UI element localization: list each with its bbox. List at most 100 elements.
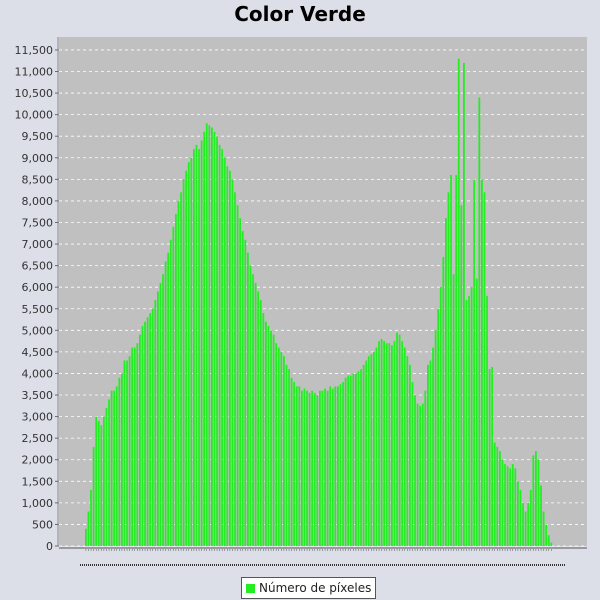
histogram-bar <box>388 343 391 546</box>
histogram-bar <box>375 347 378 546</box>
histogram-bar <box>475 278 478 546</box>
histogram-bar <box>455 175 458 546</box>
histogram-bar <box>301 390 303 546</box>
histogram-bar <box>241 231 244 547</box>
histogram-bar <box>139 334 141 546</box>
y-tick-label: 6,000 <box>22 281 54 294</box>
histogram-bar <box>182 179 185 546</box>
histogram-bar <box>385 343 388 546</box>
y-tick-label: 4,000 <box>22 367 54 380</box>
histogram-bar <box>141 326 144 546</box>
histogram-bar <box>416 403 419 546</box>
histogram-bar <box>411 382 414 546</box>
y-tick-label: 8,500 <box>22 173 54 186</box>
histogram-bar <box>378 341 380 546</box>
histogram-bar <box>365 360 368 546</box>
y-tick-label: 10,500 <box>15 87 54 100</box>
histogram-bar <box>157 291 159 546</box>
y-tick-label: 8,000 <box>22 195 54 208</box>
histogram-bar <box>450 175 452 546</box>
histogram-bar <box>177 200 180 547</box>
histogram-bar <box>159 282 162 546</box>
histogram-bar <box>344 377 347 546</box>
y-tick-label: 11,000 <box>15 66 54 79</box>
histogram-bar <box>473 179 476 546</box>
y-tick-label: 1,000 <box>22 497 54 510</box>
y-tick-label: 9,000 <box>22 152 54 165</box>
histogram-bar <box>550 542 553 546</box>
y-tick-label: 2,000 <box>22 454 54 467</box>
y-tick-label: 7,000 <box>22 238 54 251</box>
histogram-bar <box>180 192 182 547</box>
histogram-bar <box>357 371 360 546</box>
y-tick-label: 5,500 <box>22 303 54 316</box>
histogram-bar <box>481 179 483 546</box>
histogram-bar <box>419 405 422 546</box>
histogram-bar <box>164 261 167 546</box>
y-tick-label: 1,500 <box>22 475 54 488</box>
histogram-bar <box>136 343 139 546</box>
histogram-bar <box>319 390 321 546</box>
histogram-bar <box>393 341 396 546</box>
histogram-bar <box>504 464 506 546</box>
histogram-bar <box>169 239 172 547</box>
histogram-bar <box>339 384 342 546</box>
histogram-bar <box>172 226 175 547</box>
histogram-bar <box>193 149 195 546</box>
histogram-bar <box>290 377 293 546</box>
histogram-bar <box>383 341 386 546</box>
histogram-bar <box>437 308 440 546</box>
histogram-bar <box>95 416 98 546</box>
histogram-bar <box>213 131 216 546</box>
histogram-bar <box>85 528 87 546</box>
histogram-bar <box>329 386 332 546</box>
histogram-bar <box>483 192 486 547</box>
histogram-bar <box>337 386 339 546</box>
histogram-bar <box>90 489 92 546</box>
histogram-bar <box>367 356 370 546</box>
histogram-bar <box>198 149 200 546</box>
histogram-bar <box>298 386 301 546</box>
histogram-bar <box>144 321 146 546</box>
histogram-bar <box>522 502 524 546</box>
histogram-bar <box>131 347 134 546</box>
histogram-bar <box>234 192 236 547</box>
histogram-bar <box>285 364 288 546</box>
histogram-bar <box>324 388 326 546</box>
histogram-bar <box>200 140 203 546</box>
histogram-bar <box>229 170 231 546</box>
histogram-bar <box>277 347 280 546</box>
histogram-bar <box>115 386 118 546</box>
histogram-bar <box>326 390 329 546</box>
histogram-bar <box>352 373 355 546</box>
histogram-bar <box>532 455 535 546</box>
axes: 0 500 1,000 1,500 2,000 2,500 3,000 3,500 4,000 4… <box>15 37 587 566</box>
y-tick-label: 0 <box>46 540 53 553</box>
chart-title: Color Verde <box>234 2 366 26</box>
histogram-bar <box>547 535 550 546</box>
histogram-bar <box>545 524 548 546</box>
histogram-bar <box>355 373 357 546</box>
histogram-bar <box>151 308 154 546</box>
y-tick-label: 9,500 <box>22 130 54 143</box>
histogram-bar <box>110 390 113 546</box>
histogram-bar <box>223 157 226 546</box>
histogram-bar <box>409 364 411 546</box>
histogram-bar <box>259 300 262 546</box>
histogram-bar <box>190 157 193 546</box>
histogram-bar <box>149 313 152 546</box>
histogram-bar <box>128 356 131 546</box>
histogram-bar <box>239 218 242 547</box>
histogram-bar <box>373 351 375 546</box>
histogram-bar <box>445 218 447 547</box>
histogram-bar <box>334 386 337 546</box>
histogram-bar <box>424 390 427 546</box>
histogram-bar <box>331 388 334 546</box>
histogram-bar <box>211 127 213 546</box>
histogram-bar <box>262 313 265 546</box>
histogram-bar <box>295 386 298 546</box>
histogram-bar <box>288 369 290 546</box>
histogram-bar <box>342 382 344 546</box>
histogram-bar <box>439 287 442 546</box>
histogram-bar <box>205 123 208 547</box>
